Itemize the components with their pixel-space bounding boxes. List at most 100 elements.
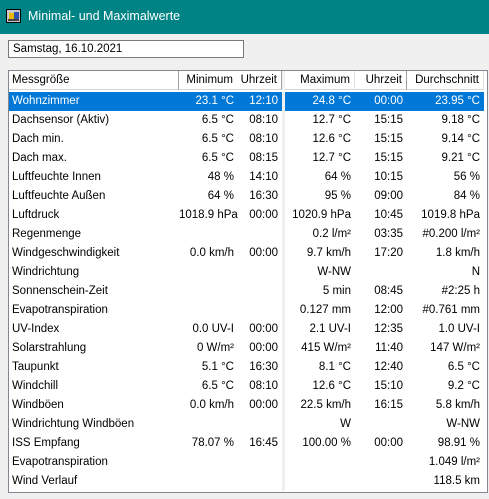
cell-max-value: 12.6 °C xyxy=(312,133,351,145)
cell-average-value: 1.0 UV-I xyxy=(438,323,480,335)
column-header-messgroesse[interactable]: Messgröße xyxy=(9,71,179,90)
table-row[interactable]: Regenmenge 0.2 l/m² 03:35 #0.200 l/m² xyxy=(9,225,487,244)
cell-min-time: 08:10 xyxy=(249,114,278,126)
column-separator xyxy=(282,396,285,415)
cell-max-time: 16:15 xyxy=(374,399,403,411)
cell-min-value: 6.5 °C xyxy=(201,133,234,145)
cell-min-time: 16:45 xyxy=(249,437,278,449)
cell-average-value: 118.5 km xyxy=(433,475,480,487)
cell-min-time: 00:00 xyxy=(249,323,278,335)
cell-measure-name: UV-Index xyxy=(12,323,60,335)
date-field[interactable]: Samstag, 16.10.2021 xyxy=(8,40,244,58)
column-header-min-time[interactable]: Uhrzeit xyxy=(237,71,282,90)
cell-max-value: 2.1 UV-I xyxy=(309,323,351,335)
cell-max-time: 08:45 xyxy=(374,285,403,297)
cell-max-time: 00:00 xyxy=(355,92,407,111)
table-row[interactable]: Luftfeuchte Innen 48 % 14:10 64 % 10:15 56 % xyxy=(9,168,487,187)
cell-max-time: 03:35 xyxy=(374,228,403,240)
cell-min-value: 78.07 % xyxy=(191,437,234,449)
table-row[interactable]: Taupunkt 5.1 °C 16:30 8.1 °C 12:40 6.5 °C xyxy=(9,358,487,377)
cell-min-value: 6.5 °C xyxy=(201,380,234,392)
cell-max-time: 00:00 xyxy=(374,437,403,449)
cell-max-time: 15:15 xyxy=(374,152,403,164)
table-row[interactable]: Dach min. 6.5 °C 08:10 12.6 °C 15:15 9.14 °C xyxy=(9,130,487,149)
table-row[interactable]: Evapotranspiration 0.127 mm 12:00 #0.761 mm xyxy=(9,301,487,320)
cell-min-value: 6.5 °C xyxy=(201,152,234,164)
cell-max-time xyxy=(355,263,407,282)
cell-min-value: 1018.9 hPa xyxy=(179,209,238,221)
cell-measure-name: Windrichtung Windböen xyxy=(12,418,135,430)
cell-measure-name: Wohnzimmer xyxy=(9,92,179,111)
cell-min-value xyxy=(179,301,238,320)
cell-max-value: 8.1 °C xyxy=(318,361,351,373)
column-separator xyxy=(282,187,285,206)
cell-max-time: 12:00 xyxy=(374,304,403,316)
cell-min-time xyxy=(237,472,282,491)
cell-max-time: 15:15 xyxy=(374,133,403,145)
cell-min-value xyxy=(179,453,238,472)
table-row[interactable]: Windrichtung Windböen W W-NW xyxy=(9,415,487,434)
column-separator xyxy=(282,263,285,282)
cell-max-value: 12.7 °C xyxy=(312,152,351,164)
table-row[interactable]: Windrichtung W-NW N xyxy=(9,263,487,282)
cell-average-value: 9.2 °C xyxy=(447,380,480,392)
values-table: Messgröße Minimum Uhrzeit Maximum Uhrzei… xyxy=(8,70,488,493)
cell-average-value: #0.761 mm xyxy=(422,304,480,316)
cell-average-value: 1.8 km/h xyxy=(435,247,480,259)
column-header-maximum[interactable]: Maximum xyxy=(285,71,355,90)
cell-max-value: 100.00 % xyxy=(302,437,351,449)
table-row[interactable]: Wohnzimmer 23.1 °C 12:10 24.8 °C 00:00 23.95 … xyxy=(9,92,487,111)
column-separator xyxy=(282,111,285,130)
cell-min-value: 0.0 km/h xyxy=(189,399,234,411)
cell-max-time: 17:20 xyxy=(374,247,403,259)
cell-min-value: 64 % xyxy=(207,190,234,202)
cell-measure-name: Sonnenschein-Zeit xyxy=(12,285,108,297)
cell-average-value: 9.14 °C xyxy=(441,133,480,145)
table-row[interactable]: Luftfeuchte Außen 64 % 16:30 95 % 09:00 84 % xyxy=(9,187,487,206)
table-row[interactable]: Dachsensor (Aktiv) 6.5 °C 08:10 12.7 °C 15:1… xyxy=(9,111,487,130)
column-separator xyxy=(282,130,285,149)
title-bar[interactable]: Minimal- und Maximalwerte xyxy=(0,0,489,34)
cell-average-value: 56 % xyxy=(453,171,480,183)
table-row[interactable]: Windböen 0.0 km/h 00:00 22.5 km/h 16:15 5.8 k… xyxy=(9,396,487,415)
cell-max-time xyxy=(355,415,407,434)
column-separator xyxy=(282,282,285,301)
table-row[interactable]: Sonnenschein-Zeit 5 min 08:45 #2:25 h xyxy=(9,282,487,301)
cell-measure-name: Taupunkt xyxy=(12,361,59,373)
cell-max-value: 1020.9 hPa xyxy=(292,209,351,221)
column-header-average[interactable]: Durchschnitt xyxy=(407,71,484,90)
cell-average-value: 9.21 °C xyxy=(441,152,480,164)
cell-min-time: 08:10 xyxy=(249,380,278,392)
cell-average-value: 5.8 km/h xyxy=(435,399,480,411)
cell-average-value: 1.049 l/m² xyxy=(428,456,480,468)
cell-average-value: 23.95 °C xyxy=(407,92,484,111)
table-row[interactable]: Wind Verlauf 118.5 km xyxy=(9,472,487,491)
table-row[interactable]: Evapotranspiration 1.049 l/m² xyxy=(9,453,487,472)
column-header-max-time[interactable]: Uhrzeit xyxy=(355,71,407,90)
cell-max-time xyxy=(355,453,407,472)
cell-measure-name: Dach max. xyxy=(12,152,67,164)
cell-max-value: 12.7 °C xyxy=(312,114,351,126)
cell-measure-name: Dach min. xyxy=(12,133,64,145)
cell-measure-name: Wind Verlauf xyxy=(12,475,78,487)
table-row[interactable]: Solarstrahlung 0 W/m² 00:00 415 W/m² 11:40 14… xyxy=(9,339,487,358)
table-row[interactable]: UV-Index 0.0 UV-I 00:00 2.1 UV-I 12:35 1.0 UV… xyxy=(9,320,487,339)
column-separator xyxy=(282,415,285,434)
cell-measure-name: Luftdruck xyxy=(12,209,60,221)
cell-max-value: 9.7 km/h xyxy=(306,247,351,259)
cell-max-value: 22.5 km/h xyxy=(300,399,352,411)
cell-measure-name: Dachsensor (Aktiv) xyxy=(12,114,110,126)
cell-min-time xyxy=(237,453,282,472)
table-row[interactable]: Windgeschwindigkeit 0.0 km/h 00:00 9.7 km/h… xyxy=(9,244,487,263)
table-row[interactable]: Windchill 6.5 °C 08:10 12.6 °C 15:10 9.2 °C xyxy=(9,377,487,396)
table-row[interactable]: Dach max. 6.5 °C 08:15 12.7 °C 15:15 9.21 °C xyxy=(9,149,487,168)
cell-min-time: 00:00 xyxy=(249,209,278,221)
column-header-minimum[interactable]: Minimum xyxy=(179,71,238,90)
cell-average-value: W-NW xyxy=(446,418,480,430)
cell-max-value: 0.2 l/m² xyxy=(312,228,351,240)
cell-min-value: 0.0 UV-I xyxy=(192,323,234,335)
table-row[interactable]: Luftdruck 1018.9 hPa 00:00 1020.9 hPa 10:45 1… xyxy=(9,206,487,225)
cell-min-time: 00:00 xyxy=(249,399,278,411)
cell-min-time: 00:00 xyxy=(249,247,278,259)
table-row[interactable]: ISS Empfang 78.07 % 16:45 100.00 % 00:00 98.9… xyxy=(9,434,487,453)
